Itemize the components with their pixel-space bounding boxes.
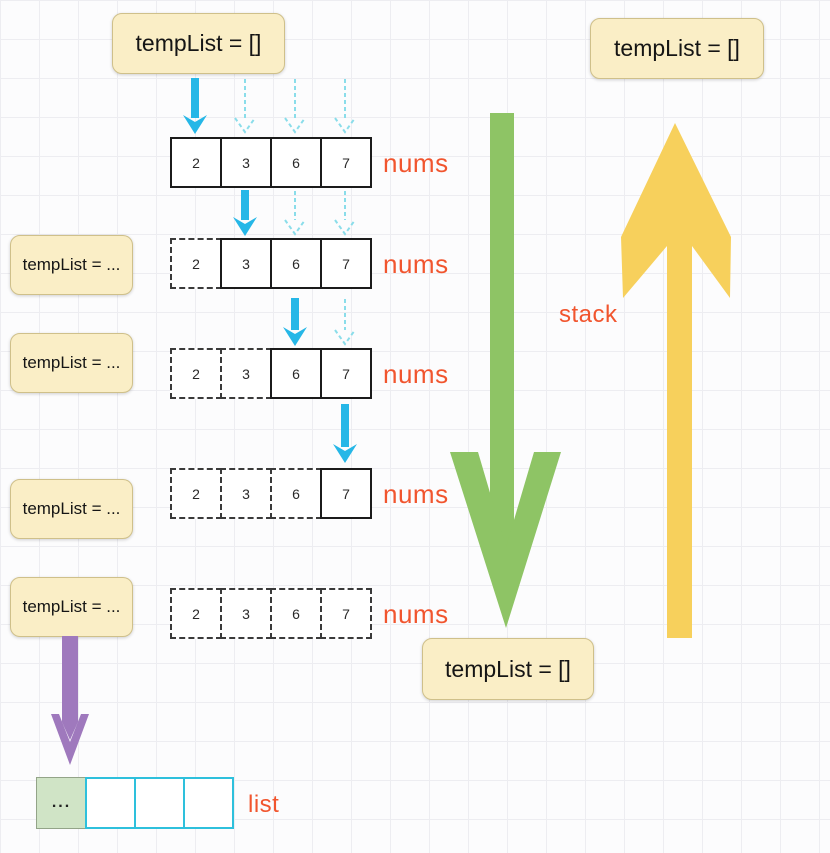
templist-note-top-left: tempList = [] bbox=[112, 13, 285, 74]
templist-note-top-right: tempList = [] bbox=[590, 18, 764, 79]
nums-label-2: nums bbox=[383, 249, 449, 279]
nums-label-5: nums bbox=[383, 599, 449, 629]
templist-note-bottom: tempList = [] bbox=[422, 638, 594, 700]
array-cell: 6 bbox=[270, 348, 322, 399]
nums-array-3: 2 3 6 7 bbox=[170, 348, 372, 399]
down-arrow-dashed-icon bbox=[334, 79, 356, 134]
down-arrow-solid-icon bbox=[333, 404, 357, 463]
down-arrow-dashed-icon bbox=[284, 79, 306, 134]
templist-note-top-left-label: tempList = [] bbox=[135, 30, 262, 56]
nums-label-3: nums bbox=[383, 359, 449, 389]
down-arrow-dashed-icon bbox=[234, 79, 256, 134]
result-down-arrow-icon bbox=[51, 636, 89, 765]
array-cell: 6 bbox=[270, 238, 322, 289]
array-cell: 3 bbox=[220, 348, 272, 399]
list-array: ... bbox=[36, 777, 234, 829]
list-cell bbox=[85, 777, 136, 829]
array-cell: 2 bbox=[170, 588, 222, 639]
array-cell: 3 bbox=[220, 468, 272, 519]
stack-pop-up-arrow-icon bbox=[621, 123, 731, 638]
nums-label-1: nums bbox=[383, 148, 449, 178]
list-cell bbox=[183, 777, 234, 829]
templist-note-left-2: tempList = ... bbox=[10, 333, 133, 393]
array-cell: 2 bbox=[170, 348, 222, 399]
list-cell: ... bbox=[36, 777, 87, 829]
nums-array-2: 2 3 6 7 bbox=[170, 238, 372, 289]
array-cell: 6 bbox=[270, 588, 322, 639]
stack-label: stack bbox=[559, 301, 618, 328]
down-arrow-solid-icon bbox=[183, 78, 207, 134]
list-cell bbox=[134, 777, 185, 829]
array-cell: 2 bbox=[170, 238, 222, 289]
templist-note-left-3-label: tempList = ... bbox=[22, 499, 121, 518]
array-cell: 7 bbox=[320, 468, 372, 519]
down-arrow-dashed-icon bbox=[334, 191, 356, 236]
nums-array-1: 2 3 6 7 bbox=[170, 137, 372, 188]
down-arrow-solid-icon bbox=[233, 190, 257, 236]
templist-note-left-4-label: tempList = ... bbox=[22, 597, 121, 616]
array-cell: 7 bbox=[320, 348, 372, 399]
templist-note-top-right-label: tempList = [] bbox=[614, 35, 740, 61]
down-arrow-solid-icon bbox=[283, 298, 307, 346]
templist-note-left-3: tempList = ... bbox=[10, 479, 133, 539]
templist-note-bottom-label: tempList = [] bbox=[445, 655, 571, 682]
list-label: list bbox=[248, 791, 280, 818]
array-cell: 3 bbox=[220, 137, 272, 188]
stack-push-down-arrow-icon bbox=[450, 113, 561, 628]
array-cell: 6 bbox=[270, 137, 322, 188]
templist-note-left-1: tempList = ... bbox=[10, 235, 133, 295]
down-arrow-dashed-icon bbox=[284, 191, 306, 236]
array-cell: 6 bbox=[270, 468, 322, 519]
array-cell: 3 bbox=[220, 588, 272, 639]
array-cell: 7 bbox=[320, 588, 372, 639]
down-arrow-dashed-icon bbox=[334, 299, 356, 346]
array-cell: 3 bbox=[220, 238, 272, 289]
templist-note-left-2-label: tempList = ... bbox=[22, 353, 121, 372]
templist-note-left-4: tempList = ... bbox=[10, 577, 133, 637]
array-cell: 7 bbox=[320, 238, 372, 289]
nums-array-4: 2 3 6 7 bbox=[170, 468, 372, 519]
nums-label-4: nums bbox=[383, 479, 449, 509]
array-cell: 7 bbox=[320, 137, 372, 188]
array-cell: 2 bbox=[170, 468, 222, 519]
nums-array-5: 2 3 6 7 bbox=[170, 588, 372, 639]
array-cell: 2 bbox=[170, 137, 222, 188]
templist-note-left-1-label: tempList = ... bbox=[22, 255, 121, 274]
